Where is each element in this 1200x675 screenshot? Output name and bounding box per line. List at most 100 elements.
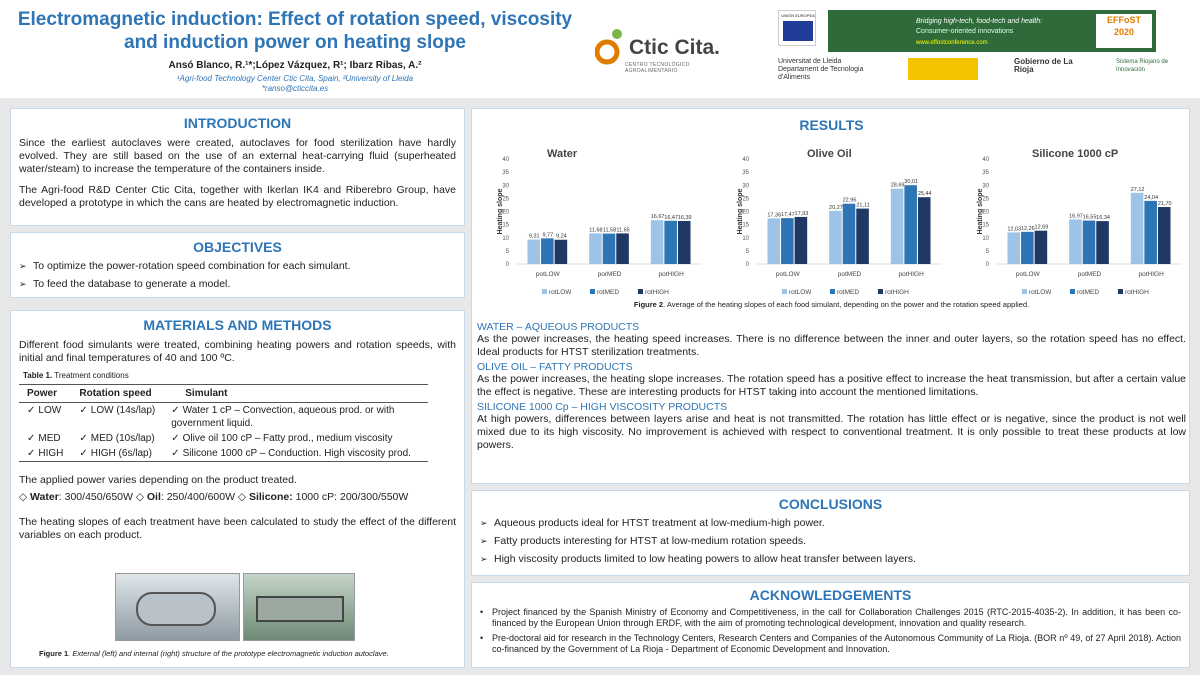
effost-banner: Bridging high-tech, food-tech and health…	[828, 10, 1156, 52]
check-icon: ✓	[79, 448, 88, 459]
data-label: 21,70	[1158, 201, 1172, 207]
data-label: 9,77	[542, 232, 553, 238]
data-label: 16,97	[1069, 213, 1083, 219]
silicone-text: At high powers, differences between laye…	[477, 413, 1186, 451]
sistema-text: Sistema Riojano de Innovación	[1116, 59, 1169, 73]
y-tick-label: 25	[982, 196, 989, 202]
y-tick-label: 15	[982, 223, 989, 229]
objectives-heading: OBJECTIVES	[193, 239, 282, 255]
bar	[1007, 232, 1021, 264]
y-tick-label: 20	[502, 210, 509, 216]
silicone-heading: SILICONE 1000 Cp – HIGH VISCOSITY PRODUC…	[477, 401, 728, 413]
data-label: 17,47	[781, 212, 795, 218]
ctic-brand: Ctic Cita.	[629, 36, 721, 59]
legend-label: rotHIGH	[1125, 289, 1149, 296]
lleida-text: Universitat de Lleida Departament de Tec…	[778, 58, 864, 81]
data-label: 25,44	[918, 191, 932, 197]
y-tick-label: 10	[502, 236, 509, 242]
ack-text: Pre-doctoral aid for research in the Tec…	[492, 633, 1181, 654]
bar	[1034, 230, 1048, 264]
bar	[917, 197, 931, 264]
water-heading: WATER – AQUEOUS PRODUCTS	[477, 321, 640, 333]
objective-item: To optimize the power-rotation speed com…	[19, 257, 456, 275]
banner-line2: Consumer-oriented innovations	[916, 28, 1014, 35]
legend-swatch	[638, 289, 643, 294]
legend-swatch	[1070, 289, 1075, 294]
y-tick-label: 0	[986, 262, 990, 268]
simulant-cell: Olive oil 100 cP – Fatty prod., medium v…	[182, 433, 393, 444]
treatment-table: Power Rotation speed Simulant ✓ LOW ✓ LOW (14…	[19, 384, 429, 462]
data-label: 11,58	[603, 228, 616, 234]
power-cell: HIGH	[38, 448, 64, 459]
conclusion-item: Aqueous products ideal for HTST treatmen…	[480, 514, 1181, 532]
ack-item: • Pre-doctoral aid for research in the Te…	[480, 633, 1181, 655]
eu-flag-icon	[783, 21, 813, 41]
data-label: 28,69	[891, 183, 905, 189]
bar	[856, 208, 869, 264]
speed-cell: MED (10s/lap)	[90, 433, 155, 444]
bar	[616, 233, 629, 264]
power-cell: MED	[38, 433, 61, 444]
ack-text: Project financed by the Spanish Ministry…	[492, 607, 1181, 628]
objective-item: To feed the database to generate a model…	[19, 275, 456, 293]
check-icon: ✓	[171, 433, 180, 444]
y-axis-label: Heating slope	[497, 188, 504, 234]
data-label: 30,01	[904, 179, 918, 185]
water-label: Water	[30, 491, 59, 503]
methods-heading: MATERIALS AND METHODS	[143, 317, 332, 333]
table-header: Rotation speed	[71, 384, 164, 403]
bar	[767, 218, 781, 264]
autoclave-internal-body	[256, 596, 344, 622]
speed-cell: LOW (14s/lap)	[90, 405, 156, 416]
results-text: WATER – AQUEOUS PRODUCTS As the power in…	[477, 319, 1186, 452]
chart-title: Silicone 1000 cP	[1032, 148, 1118, 160]
bar	[1021, 231, 1034, 264]
bar	[842, 203, 856, 264]
bullet-icon: •	[480, 607, 484, 617]
y-tick-label: 30	[742, 183, 749, 189]
acknowledgements-section: ACKNOWLEDGEMENTS • Project financed by th…	[471, 582, 1190, 668]
y-tick-label: 30	[502, 183, 509, 189]
legend-swatch	[782, 289, 787, 294]
autoclave-internal-image	[243, 573, 355, 641]
methods-p3: The heating slopes of each treatment hav…	[19, 516, 456, 541]
banner-url: www.effostconference.com	[916, 40, 988, 46]
table-row: ✓ HIGH ✓ HIGH (6s/lap) ✓ Silicone 1000 cP – C…	[19, 446, 429, 462]
legend-label: rotLOW	[789, 289, 812, 296]
figure1-label: Figure 1	[39, 649, 69, 658]
data-label: 17,36	[767, 212, 781, 218]
bar	[1144, 200, 1157, 264]
legend-swatch	[830, 289, 835, 294]
simulant-cell: Water 1 cP – Convection, aqueous prod. o…	[171, 405, 395, 429]
figure1-caption: Figure 1. External (left) and internal (…	[39, 649, 389, 658]
data-label: 11,68	[589, 227, 602, 233]
bar	[1096, 221, 1109, 264]
check-icon: ✓	[79, 433, 88, 444]
y-axis-label: Heating slope	[737, 188, 744, 234]
introduction-heading: INTRODUCTION	[183, 115, 292, 131]
legend-label: rotMED	[597, 289, 619, 296]
y-tick-label: 5	[746, 249, 750, 255]
table-row: ✓ MED ✓ MED (10s/lap) ✓ Olive oil 100 cP – Fa…	[19, 431, 428, 446]
data-label: 21,11	[856, 203, 869, 209]
power-values: ◇ Water: 300/450/650W ◇ Oil: 250/400/600…	[19, 491, 409, 503]
bar	[589, 233, 602, 264]
data-label: 24,04	[1144, 195, 1158, 201]
eu-logo: UNIÓN EUROPEA	[778, 10, 816, 46]
legend-swatch	[878, 289, 883, 294]
ack-heading: ACKNOWLEDGEMENTS	[749, 587, 912, 603]
data-label: 11,65	[616, 227, 629, 233]
check-icon: ✓	[27, 448, 36, 459]
eu-caption: UNIÓN EUROPEA	[781, 13, 815, 18]
introduction-section: INTRODUCTION Since the earliest autoclav…	[10, 108, 465, 226]
results-heading: RESULTS	[799, 117, 864, 133]
y-tick-label: 20	[982, 210, 989, 216]
y-tick-label: 25	[742, 196, 749, 202]
bar	[554, 239, 568, 264]
intro-p1: Since the earliest autoclaves were creat…	[19, 137, 456, 175]
table-header: Power	[19, 384, 72, 403]
bar	[664, 220, 677, 264]
data-label: 9,31	[529, 234, 540, 240]
